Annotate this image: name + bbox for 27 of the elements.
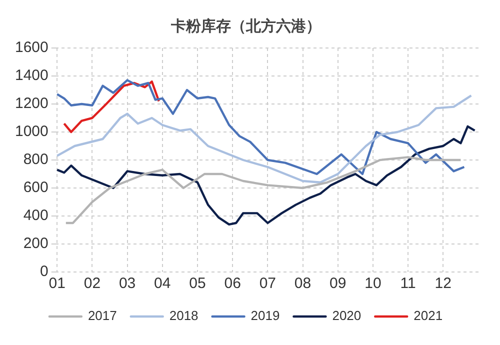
chart-title: 卡粉库存（北方六港） — [170, 16, 321, 35]
x-tick-label: 11 — [400, 275, 416, 292]
y-tick-label: 800 — [23, 151, 48, 168]
y-tick-label: 200 — [23, 235, 48, 252]
y-tick-label: 1000 — [14, 123, 48, 140]
x-tick-label: 09 — [330, 275, 346, 292]
x-tick-label: 01 — [48, 275, 66, 292]
x-tick-label: 10 — [364, 275, 382, 292]
y-tick-label: 1400 — [14, 67, 48, 84]
y-tick-label: 400 — [23, 207, 48, 224]
x-tick-label: 07 — [259, 275, 276, 292]
legend-label: 2020 — [332, 308, 362, 324]
x-tick-label: 03 — [118, 275, 136, 292]
x-tick-label: 12 — [434, 275, 452, 292]
x-tick-label: 08 — [294, 275, 312, 292]
x-tick-label: 06 — [224, 275, 241, 292]
x-tick-label: 02 — [84, 275, 101, 292]
legend-label: 2021 — [414, 308, 443, 324]
y-tick-label: 1200 — [14, 95, 48, 112]
x-tick-label: 05 — [189, 275, 206, 292]
legend-label: 2019 — [250, 308, 280, 324]
y-tick-label: 1600 — [14, 39, 48, 56]
x-tick-label: 04 — [154, 275, 171, 292]
legend-label: 2018 — [169, 308, 198, 324]
y-tick-label: 0 — [40, 263, 48, 280]
legend-label: 2017 — [88, 308, 117, 324]
y-tick-label: 600 — [23, 179, 48, 196]
